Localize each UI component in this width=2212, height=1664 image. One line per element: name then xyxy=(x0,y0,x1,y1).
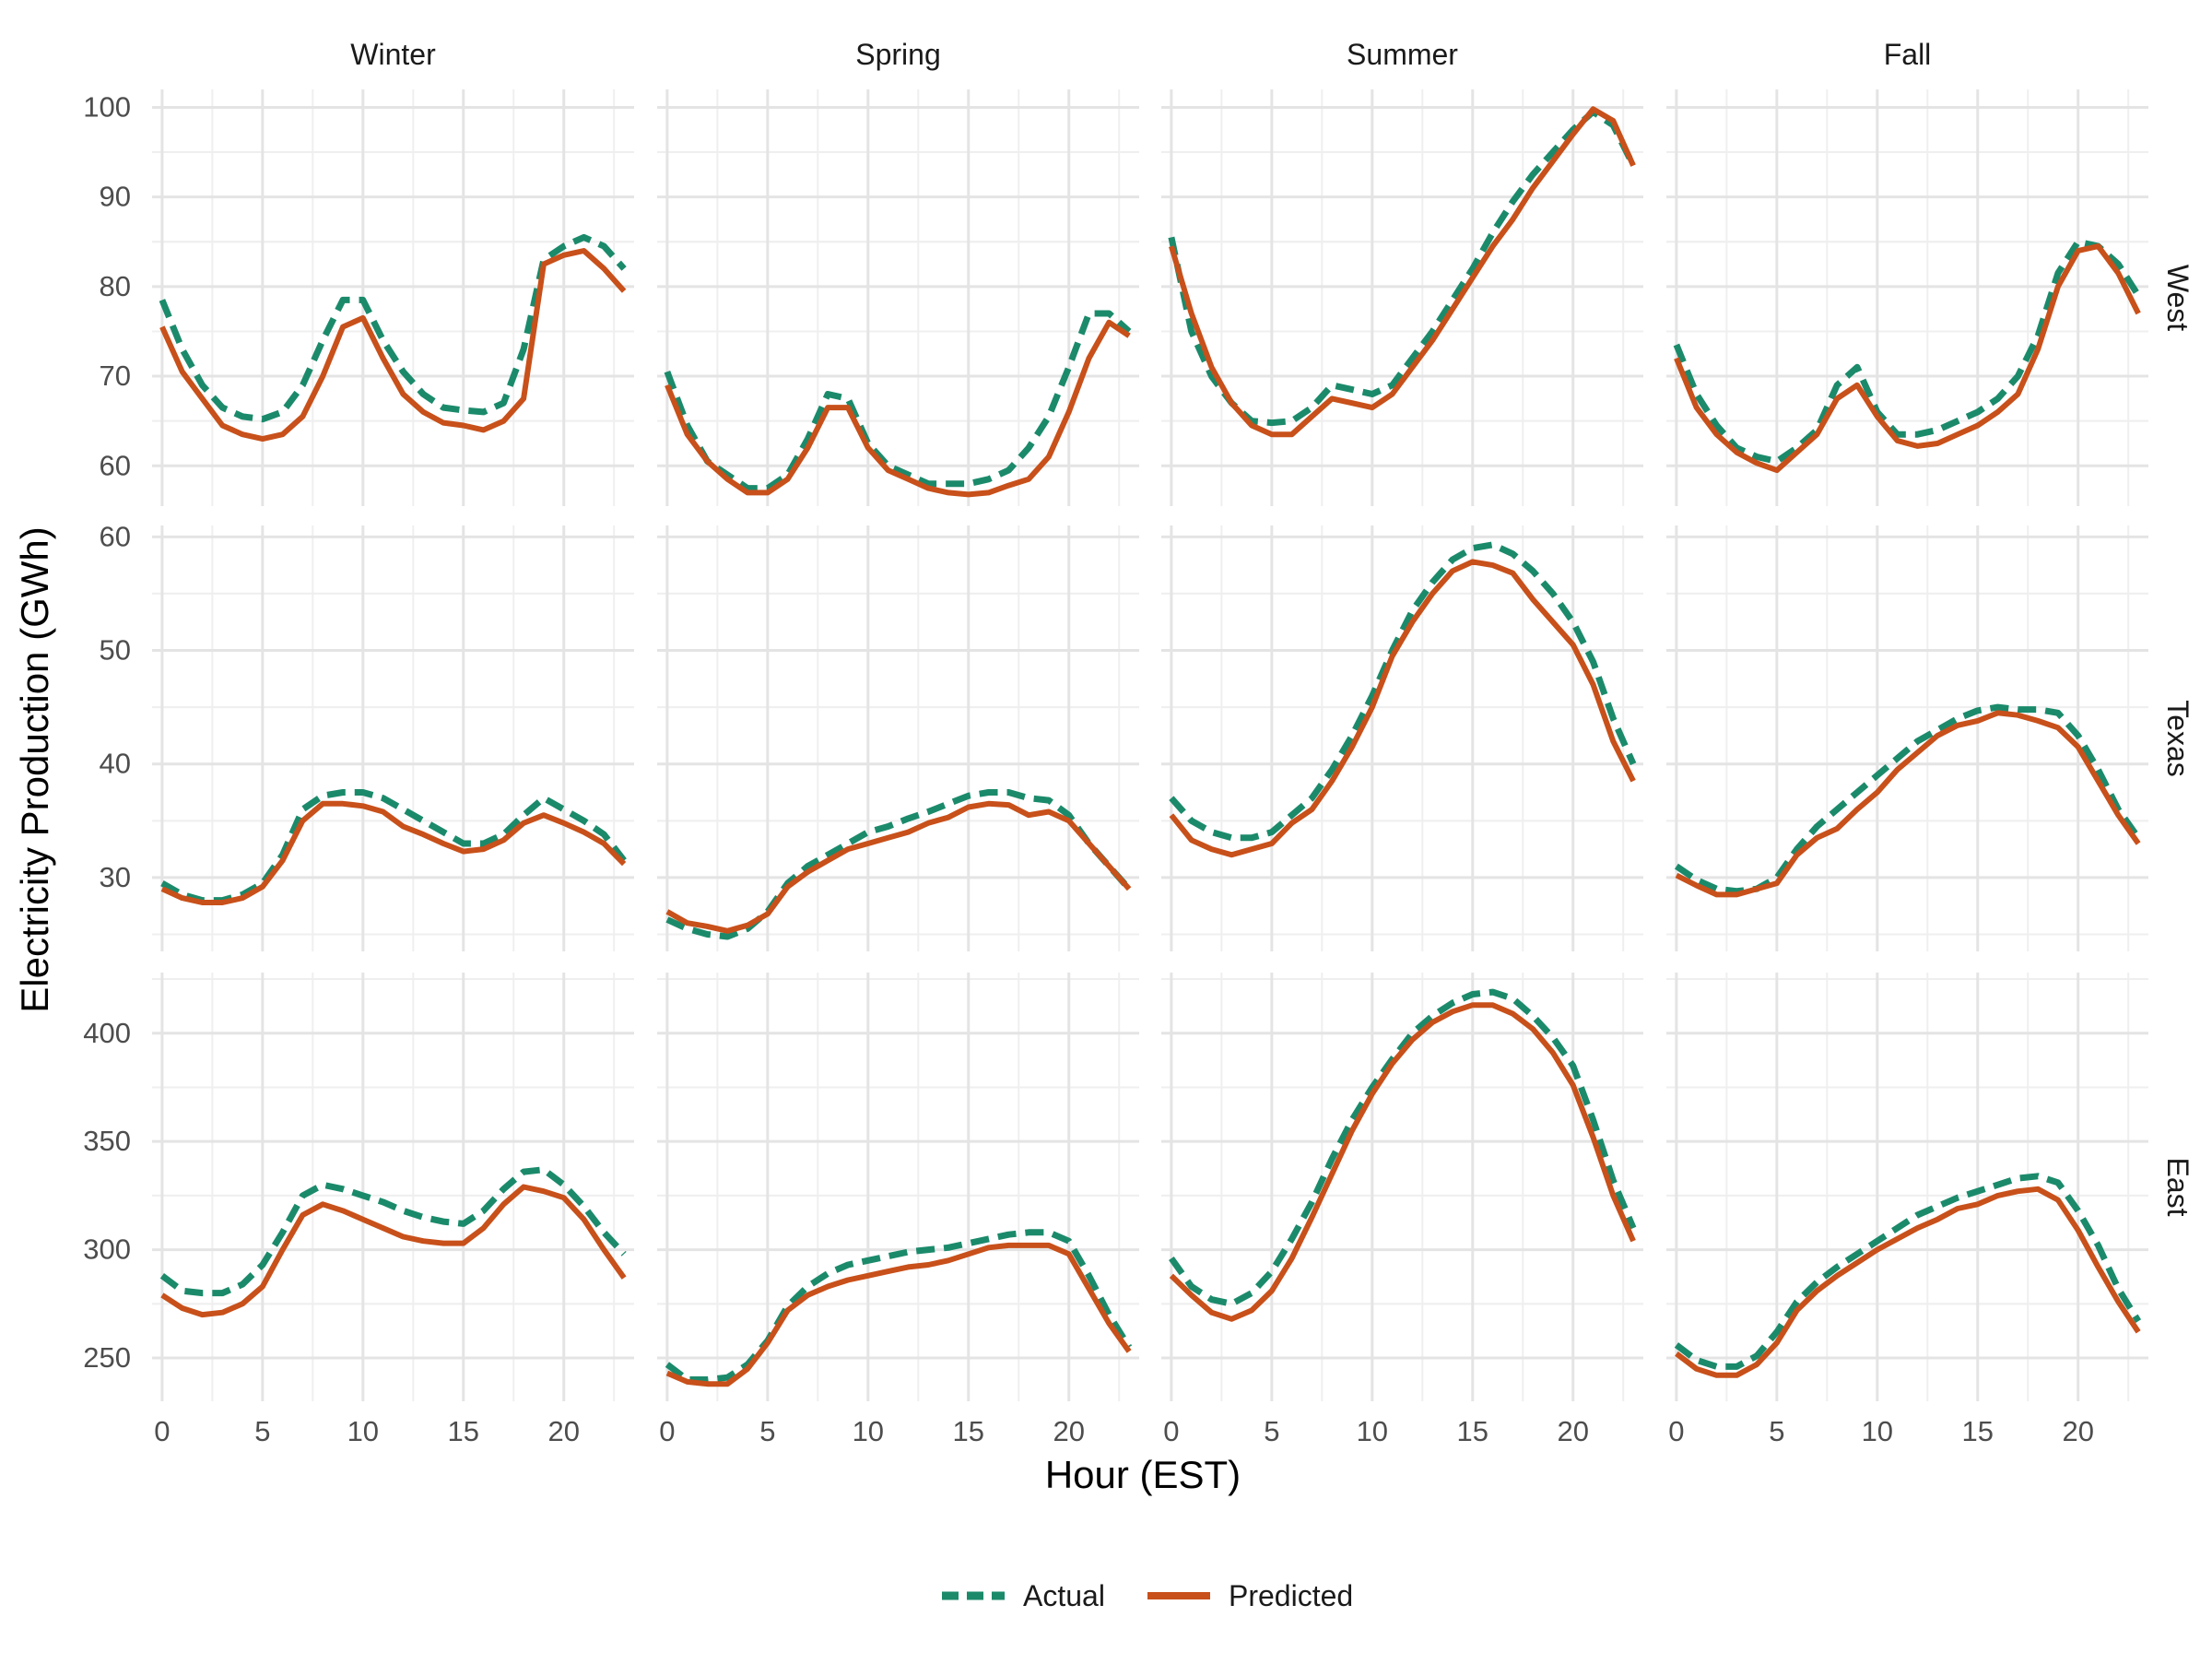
y-tick-label: 50 xyxy=(100,634,131,667)
x-axis-title: Hour (EST) xyxy=(1045,1453,1241,1496)
y-tick-label: 400 xyxy=(83,1017,131,1049)
y-tick-label: 30 xyxy=(100,861,131,893)
facet-column-label: Summer xyxy=(1347,38,1458,71)
series-line-predicted xyxy=(1169,106,1636,438)
series-line-predicted xyxy=(160,1184,627,1318)
facet-row-label: West xyxy=(2161,265,2194,331)
x-tick-label: 5 xyxy=(759,1415,775,1447)
series-line-actual xyxy=(160,789,627,904)
series-line-predicted xyxy=(665,800,1132,934)
legend: Actual Predicted xyxy=(942,1579,1353,1612)
y-tick-label: 250 xyxy=(83,1341,131,1374)
x-tick-label: 20 xyxy=(547,1415,579,1447)
y-tick-label: 350 xyxy=(83,1125,131,1157)
series-line-predicted xyxy=(665,1242,1132,1387)
x-tick-label: 10 xyxy=(1862,1415,1893,1447)
x-tick-label: 20 xyxy=(1557,1415,1588,1447)
x-tick-label: 10 xyxy=(853,1415,884,1447)
facet-panel-east-summer xyxy=(1161,973,1643,1401)
legend-label-actual: Actual xyxy=(1023,1579,1105,1612)
series-line-predicted xyxy=(159,248,627,443)
facet-column-label: Winter xyxy=(350,38,436,71)
y-tick-label: 70 xyxy=(100,360,131,392)
series-line-actual xyxy=(664,310,1132,492)
x-tick-label: 0 xyxy=(1163,1415,1179,1447)
facet-column-label: Spring xyxy=(855,38,941,71)
x-tick-label: 0 xyxy=(659,1415,675,1447)
x-tick-label: 10 xyxy=(1357,1415,1388,1447)
series-line-actual xyxy=(1674,1173,2142,1370)
series-line-predicted xyxy=(665,319,1131,498)
x-tick-label: 15 xyxy=(448,1415,479,1447)
facet-panel-west-fall xyxy=(1666,89,2148,506)
facet-panel-east-spring xyxy=(657,973,1139,1401)
y-tick-label: 90 xyxy=(100,181,131,213)
facet-panel-west-summer xyxy=(1161,89,1643,506)
y-tick-label: 40 xyxy=(100,748,131,780)
x-tick-label: 5 xyxy=(1264,1415,1279,1447)
series-line-predicted xyxy=(1674,243,2141,474)
facet-row-label: East xyxy=(2161,1157,2194,1216)
x-tick-label: 10 xyxy=(347,1415,379,1447)
legend-label-predicted: Predicted xyxy=(1229,1579,1353,1612)
facet-panel-east-winter xyxy=(152,973,634,1401)
x-tick-label: 20 xyxy=(1053,1415,1084,1447)
facet-row-label: Texas xyxy=(2161,700,2194,777)
series-line-actual xyxy=(159,1166,627,1297)
facet-panel-east-fall xyxy=(1666,973,2148,1401)
x-tick-label: 5 xyxy=(254,1415,270,1447)
facet-panel-texas-fall xyxy=(1666,525,2148,951)
series-line-predicted xyxy=(1169,1002,1636,1322)
series-line-actual xyxy=(1673,238,2142,465)
y-tick-label: 300 xyxy=(83,1233,131,1266)
y-axis-title: Electricity Production (GWh) xyxy=(13,526,56,1012)
x-tick-label: 20 xyxy=(2062,1415,2093,1447)
series-line-actual xyxy=(1169,541,1637,842)
facet-column-label: Fall xyxy=(1884,38,1932,71)
facet-panel-west-spring xyxy=(657,89,1139,506)
x-tick-label: 0 xyxy=(1668,1415,1684,1447)
x-tick-label: 5 xyxy=(1769,1415,1784,1447)
y-tick-label: 80 xyxy=(100,270,131,302)
series-line-predicted xyxy=(1169,559,1636,858)
x-tick-label: 15 xyxy=(953,1415,984,1447)
facet-panel-texas-winter xyxy=(152,525,634,951)
facet-panel-west-winter xyxy=(152,89,634,506)
series-line-actual xyxy=(159,233,627,423)
y-tick-label: 100 xyxy=(83,90,131,123)
x-tick-label: 15 xyxy=(1457,1415,1488,1447)
y-tick-label: 60 xyxy=(100,520,131,552)
y-tick-label: 60 xyxy=(100,449,131,481)
series-line-actual xyxy=(1169,988,1637,1307)
x-tick-label: 15 xyxy=(1962,1415,1994,1447)
facet-panel-texas-spring xyxy=(657,525,1139,951)
facet-panel-texas-summer xyxy=(1161,525,1643,951)
x-tick-label: 0 xyxy=(154,1415,170,1447)
series-line-actual xyxy=(665,1229,1133,1383)
series-line-predicted xyxy=(1675,710,2141,898)
series-line-predicted xyxy=(160,800,627,905)
series-line-predicted xyxy=(1675,1186,2141,1378)
